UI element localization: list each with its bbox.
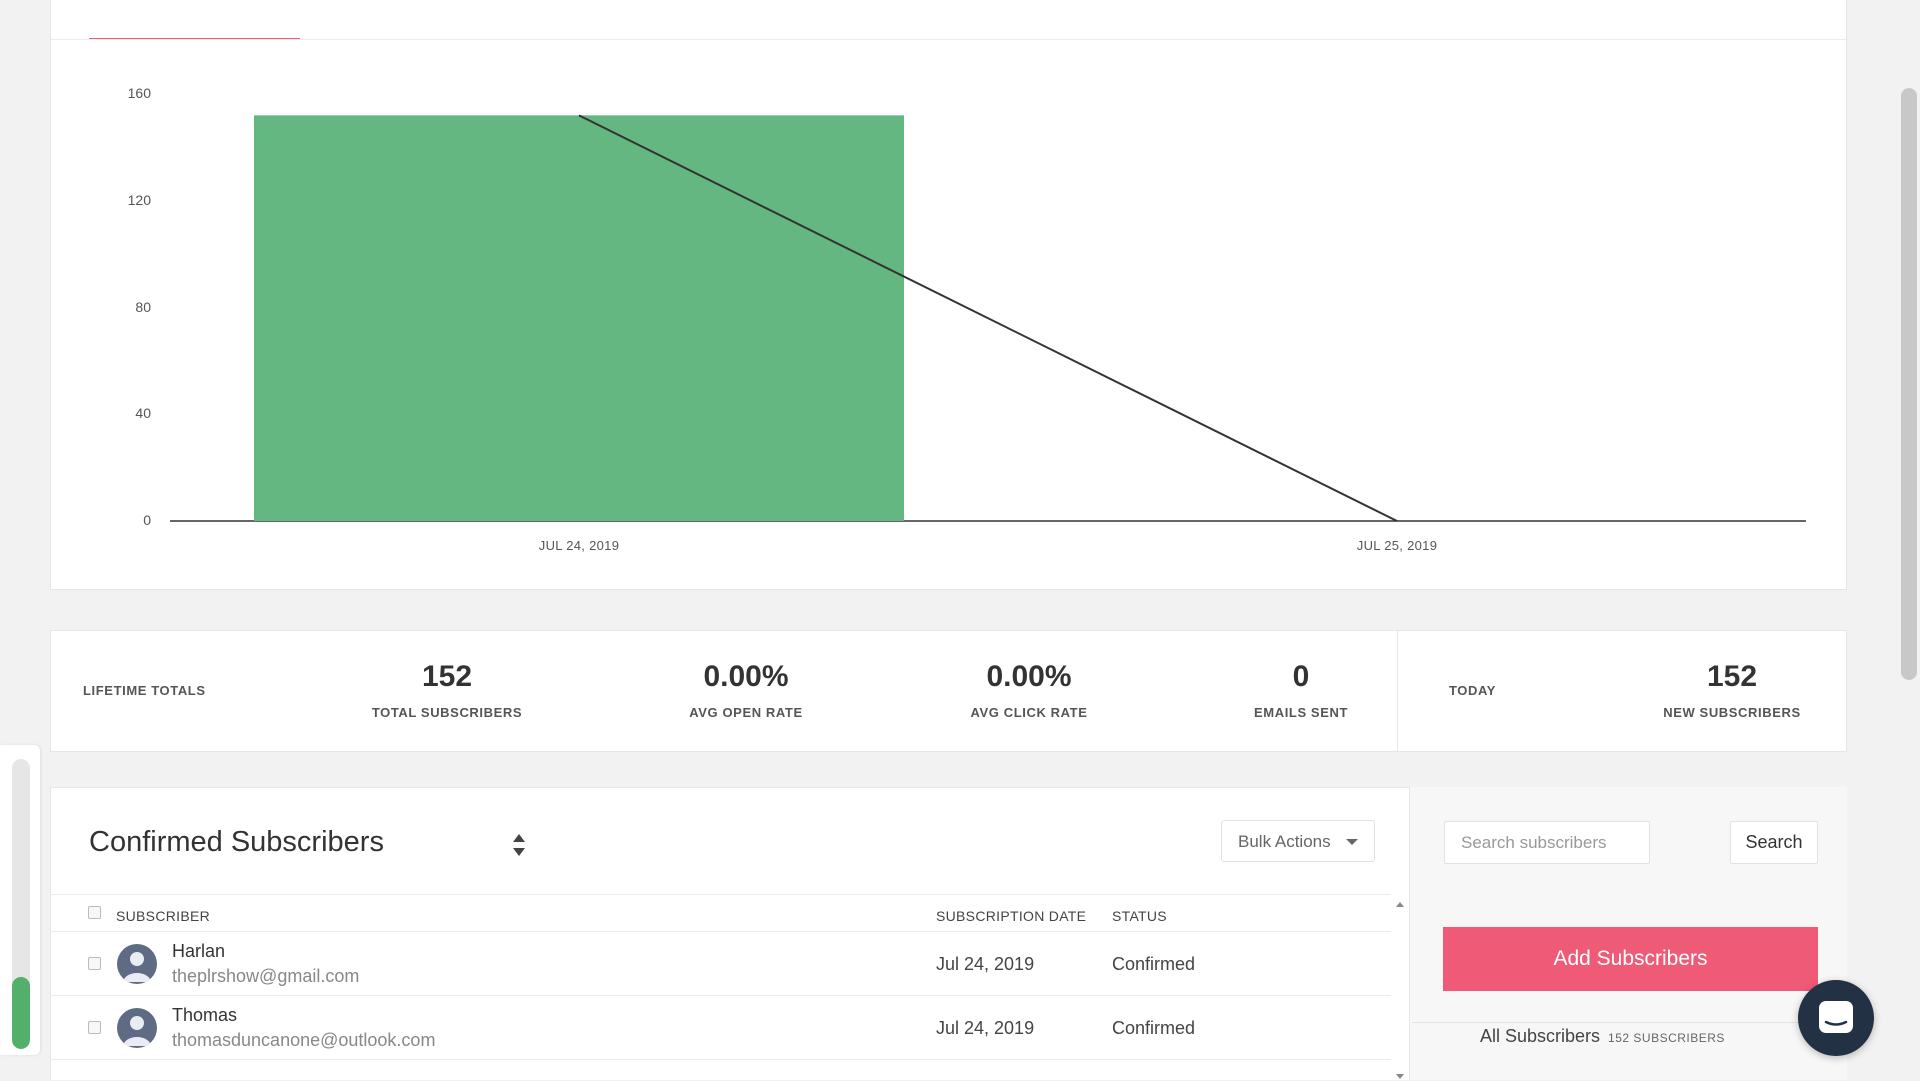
user-avatar-icon (117, 944, 157, 984)
chart-header-divider (51, 39, 1846, 40)
table-scrollbar[interactable] (1393, 898, 1407, 1081)
subscriber-chart (170, 114, 1806, 522)
today-label: TODAY (1449, 683, 1497, 698)
add-subscribers-button[interactable]: Add Subscribers (1443, 927, 1818, 991)
column-header-status[interactable]: STATUS (1112, 908, 1167, 924)
stat-label: TOTAL SUBSCRIBERS (371, 705, 523, 720)
lifetime-totals-label: LIFETIME TOTALS (83, 683, 206, 698)
y-tick-label: 160 (127, 85, 151, 101)
sort-toggle-icon[interactable] (509, 830, 529, 860)
bulk-actions-dropdown[interactable]: Bulk Actions (1221, 820, 1375, 862)
subscriber-name[interactable]: Thomas (172, 1005, 238, 1025)
stat-new-subscribers: 152 NEW SUBSCRIBERS (1612, 659, 1852, 720)
y-tick-label: 40 (135, 405, 151, 422)
x-tick-label: JUL 24, 2019 (538, 538, 620, 553)
sidebar-divider (1412, 1022, 1847, 1023)
bulk-actions-label: Bulk Actions (1238, 832, 1331, 851)
stat-avg-open-rate: 0.00% AVG OPEN RATE (626, 659, 866, 720)
search-button[interactable]: Search (1730, 821, 1818, 864)
table-row[interactable]: Thomas thomasduncanone@outlook.com Jul 2… (51, 996, 1391, 1060)
all-subscribers-count: 152 SUBSCRIBERS (1608, 1031, 1725, 1045)
progress-fill (12, 976, 30, 1049)
x-tick-label: JUL 25, 2019 (1356, 538, 1438, 553)
column-header-subscription-date[interactable]: SUBSCRIPTION DATE (936, 908, 1087, 924)
row-checkbox[interactable] (88, 1021, 101, 1034)
chart-line-series (578, 114, 1398, 522)
subscription-status: Confirmed (1112, 954, 1196, 974)
all-subscribers-label: All Subscribers (1480, 1026, 1601, 1046)
y-tick-label: 80 (135, 298, 151, 315)
chat-bubble-icon[interactable] (1798, 980, 1874, 1056)
stat-avg-click-rate: 0.00% AVG CLICK RATE (909, 659, 1149, 720)
progress-widget[interactable] (0, 745, 40, 1055)
column-header-subscriber[interactable]: SUBSCRIBER (116, 908, 211, 924)
row-checkbox[interactable] (88, 957, 101, 970)
table-header-top-border (51, 894, 1391, 895)
subscriber-name[interactable]: Harlan (172, 941, 226, 961)
scroll-down-arrow-icon[interactable] (1396, 1074, 1404, 1079)
stat-label: AVG OPEN RATE (689, 705, 803, 720)
all-subscribers-link[interactable]: All Subscribers 152 SUBSCRIBERS (1480, 1026, 1725, 1047)
stat-value: 0 (1292, 660, 1310, 693)
page-scrollbar-thumb[interactable] (1901, 88, 1917, 680)
subscription-date: Jul 24, 2019 (936, 954, 1035, 974)
stat-value: 0.00% (986, 660, 1072, 693)
search-subscribers-input[interactable] (1444, 821, 1650, 864)
stat-value: 0.00% (703, 660, 789, 693)
lifetime-stats-panel: LIFETIME TOTALS 152 TOTAL SUBSCRIBERS 0.… (50, 630, 1847, 752)
table-row[interactable]: Harlan theplrshow@gmail.com Jul 24, 2019… (51, 932, 1391, 996)
stat-value: 152 (1706, 660, 1758, 693)
select-all-checkbox[interactable] (88, 906, 101, 919)
stat-label: EMAILS SENT (1254, 705, 1348, 720)
y-tick-label: 0 (143, 512, 151, 528)
user-avatar-icon (117, 1008, 157, 1048)
subscription-date: Jul 24, 2019 (936, 1018, 1035, 1038)
scroll-up-arrow-icon[interactable] (1396, 902, 1404, 907)
stat-total-subscribers: 152 TOTAL SUBSCRIBERS (327, 659, 567, 720)
stats-divider (1397, 631, 1398, 751)
chart-bar[interactable] (254, 115, 904, 521)
progress-track (12, 759, 30, 1049)
stat-label: NEW SUBSCRIBERS (1663, 705, 1801, 720)
subscriber-list-panel: Confirmed Subscribers Bulk Actions SUBSC… (50, 787, 1410, 1080)
subscription-status: Confirmed (1112, 1018, 1196, 1038)
list-title: Confirmed Subscribers (89, 826, 384, 858)
y-tick-label: 120 (127, 191, 151, 208)
subscriber-email: theplrshow@gmail.com (172, 966, 360, 986)
stat-label: AVG CLICK RATE (970, 705, 1088, 720)
caret-down-icon (1346, 839, 1358, 845)
subscriber-growth-chart-panel: 0 40 80 120 160 JUL 24, 2019 JUL 25, 2019 (50, 0, 1847, 590)
stat-value: 152 (421, 660, 473, 693)
stat-emails-sent: 0 EMAILS SENT (1181, 659, 1421, 720)
table-header-bottom-border (51, 931, 1391, 932)
subscriber-email: thomasduncanone@outlook.com (172, 1030, 436, 1050)
